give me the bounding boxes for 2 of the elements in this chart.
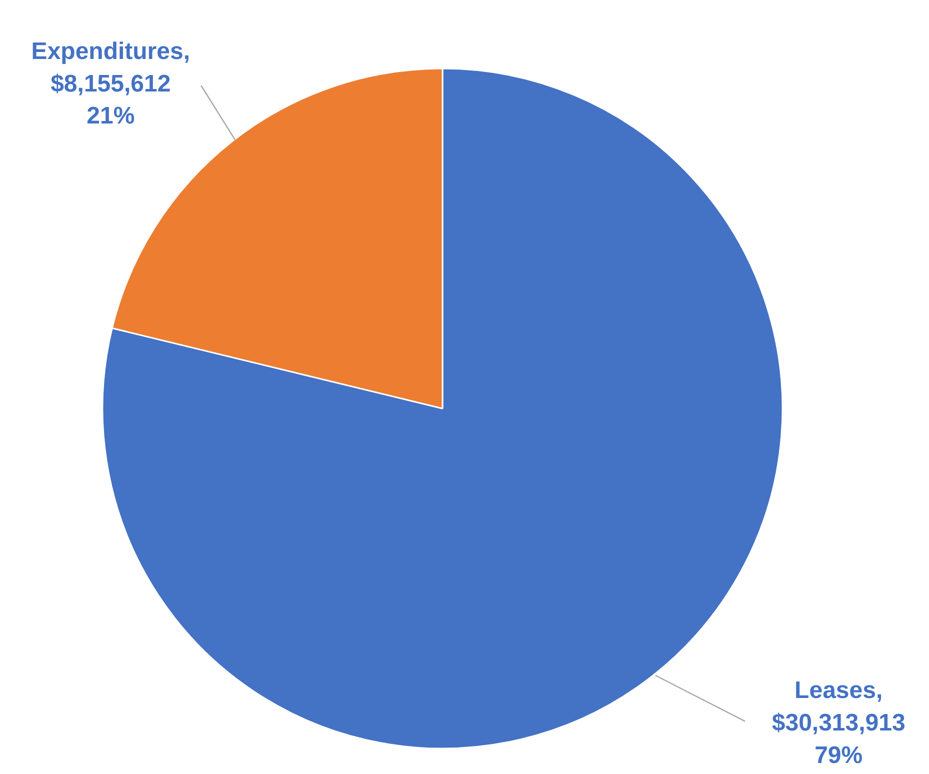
slice-label: Leases, $30,313,913 79% — [772, 677, 906, 769]
slice-label: Expenditures, $8,155,612 21% — [31, 38, 190, 130]
